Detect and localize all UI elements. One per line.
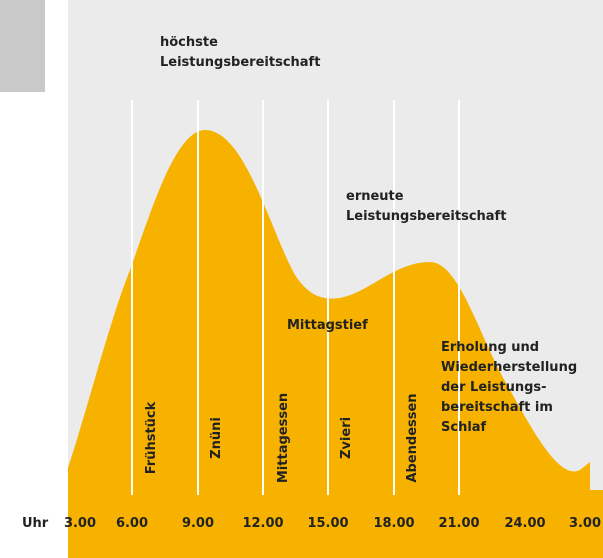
unit-label: Uhr (22, 516, 49, 531)
time-label: 3.00 (569, 516, 601, 531)
time-label: 18.00 (373, 516, 414, 531)
meal-label: Znüni (209, 417, 224, 459)
meal-label: Abendessen (405, 393, 420, 482)
meal-label: Mittagessen (276, 393, 291, 483)
diagram: Uhr höchste Leistungsbereitschaft erneute L… (0, 0, 603, 558)
annotation-line: Erholung und (441, 340, 539, 355)
meal-label: Zvieri (339, 417, 354, 459)
time-label: 15.00 (307, 516, 348, 531)
meal-label: Frühstück (144, 401, 159, 474)
time-label: 9.00 (182, 516, 214, 531)
time-label: 12.00 (242, 516, 283, 531)
annotation-line: Schlaf (441, 420, 487, 435)
annotation-line: höchste (160, 35, 218, 50)
annotation-line: Mittagstief (287, 318, 368, 333)
time-label: 21.00 (438, 516, 479, 531)
annotation-line: Leistungsbereitschaft (160, 55, 320, 70)
annotation-line: der Leistungs- (441, 380, 547, 395)
annotation-line: Wiederherstellung (441, 360, 577, 375)
annotation-line: bereitschaft im (441, 400, 553, 415)
annotation-line: Leistungsbereitschaft (346, 209, 506, 224)
time-label: 24.00 (504, 516, 545, 531)
annotation-line: erneute (346, 189, 404, 204)
time-label: 6.00 (116, 516, 148, 531)
time-label: 3.00 (64, 516, 96, 531)
photo-fragment (0, 0, 45, 92)
